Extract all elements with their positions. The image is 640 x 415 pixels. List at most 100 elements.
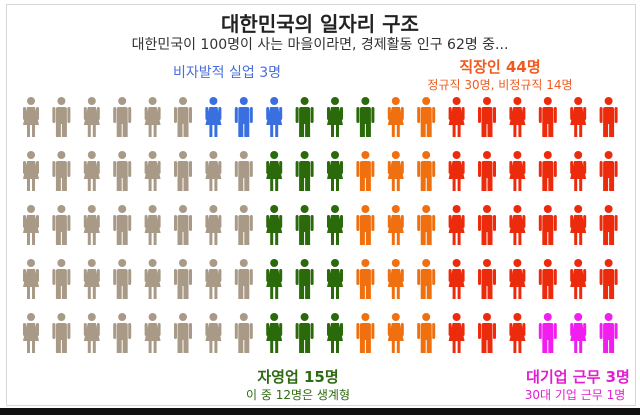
person-icon	[174, 259, 192, 299]
person-icon	[417, 151, 436, 191]
large-company-label: 대기업 근무 3명	[526, 368, 630, 386]
person-icon	[52, 151, 71, 191]
person-icon	[234, 151, 253, 191]
person-icon	[234, 97, 253, 137]
person-icon	[266, 259, 283, 299]
person-icon	[83, 313, 100, 353]
person-icon	[599, 205, 618, 245]
person-icon	[417, 313, 436, 353]
chart-frame	[6, 4, 636, 406]
person-icon	[538, 151, 557, 191]
person-icon	[448, 151, 465, 191]
person-icon	[448, 97, 465, 137]
person-icon	[478, 259, 496, 299]
person-icon	[23, 151, 39, 191]
person-icon	[113, 259, 132, 299]
person-icon	[144, 313, 161, 353]
person-icon	[509, 259, 526, 299]
person-icon	[113, 205, 132, 245]
chart-title: 대한민국의 일자리 구조	[221, 12, 419, 36]
person-icon	[295, 313, 314, 353]
person-icon	[174, 97, 192, 137]
person-icon	[234, 205, 253, 245]
person-icon	[448, 259, 465, 299]
unemployed-label: 비자발적 실업 3명	[173, 65, 281, 81]
person-icon	[174, 151, 192, 191]
person-icon	[83, 205, 100, 245]
self-employed-label: 자영업 15명	[257, 368, 339, 386]
person-icon	[144, 151, 161, 191]
person-icon	[387, 205, 404, 245]
person-icon	[538, 97, 557, 137]
person-icon	[538, 313, 557, 353]
person-icon	[266, 205, 283, 245]
person-icon	[570, 313, 587, 353]
person-icon	[509, 97, 526, 137]
person-icon	[356, 313, 375, 353]
person-icon	[327, 205, 343, 245]
person-icon	[356, 151, 375, 191]
person-icon	[570, 97, 587, 137]
person-icon	[23, 313, 39, 353]
person-icon	[448, 313, 465, 353]
self-employed-sub-label: 이 중 12명은 생계형	[246, 388, 350, 402]
person-icon	[266, 313, 283, 353]
person-icon	[448, 205, 465, 245]
person-icon	[509, 313, 526, 353]
person-icon	[144, 205, 161, 245]
person-icon	[387, 259, 404, 299]
person-icon	[570, 259, 587, 299]
person-icon	[174, 313, 192, 353]
person-icon	[417, 259, 436, 299]
person-icon	[174, 205, 192, 245]
person-icon	[113, 151, 132, 191]
person-icon	[113, 97, 132, 137]
person-icon	[509, 205, 526, 245]
person-icon	[23, 97, 39, 137]
person-icon	[234, 259, 253, 299]
person-icon	[205, 151, 222, 191]
person-icon	[387, 313, 404, 353]
person-icon	[52, 259, 71, 299]
person-icon	[387, 151, 404, 191]
bottom-bar	[0, 408, 640, 415]
person-icon	[538, 259, 557, 299]
person-icon	[478, 97, 496, 137]
person-icon	[327, 97, 343, 137]
person-icon	[599, 259, 618, 299]
person-icon	[295, 259, 314, 299]
person-icon	[538, 205, 557, 245]
person-icon	[356, 259, 375, 299]
person-icon	[205, 205, 222, 245]
person-icon	[266, 151, 283, 191]
person-icon	[327, 151, 343, 191]
person-icon	[23, 205, 39, 245]
person-icon	[417, 97, 436, 137]
person-icon	[478, 151, 496, 191]
person-icon	[52, 97, 71, 137]
person-icon	[327, 313, 343, 353]
person-icon	[205, 313, 222, 353]
person-icon	[599, 151, 618, 191]
person-icon	[417, 205, 436, 245]
person-icon	[570, 205, 587, 245]
person-icon	[23, 259, 39, 299]
person-icon	[295, 97, 314, 137]
person-icon	[295, 205, 314, 245]
employees-sub-label: 정규직 30명, 비정규직 14명	[427, 78, 573, 92]
person-icon	[509, 151, 526, 191]
chart-subtitle: 대한민국이 100명이 사는 마을이라면, 경제활동 인구 62명 중...	[131, 37, 509, 53]
person-icon	[387, 97, 404, 137]
person-icon	[52, 205, 71, 245]
person-icon	[570, 151, 587, 191]
person-icon	[113, 313, 132, 353]
person-icon	[205, 259, 222, 299]
person-icon	[83, 151, 100, 191]
person-icon	[205, 97, 222, 137]
person-icon	[327, 259, 343, 299]
person-icon	[144, 259, 161, 299]
person-icon	[478, 205, 496, 245]
person-icon	[83, 259, 100, 299]
person-icon	[266, 97, 283, 137]
